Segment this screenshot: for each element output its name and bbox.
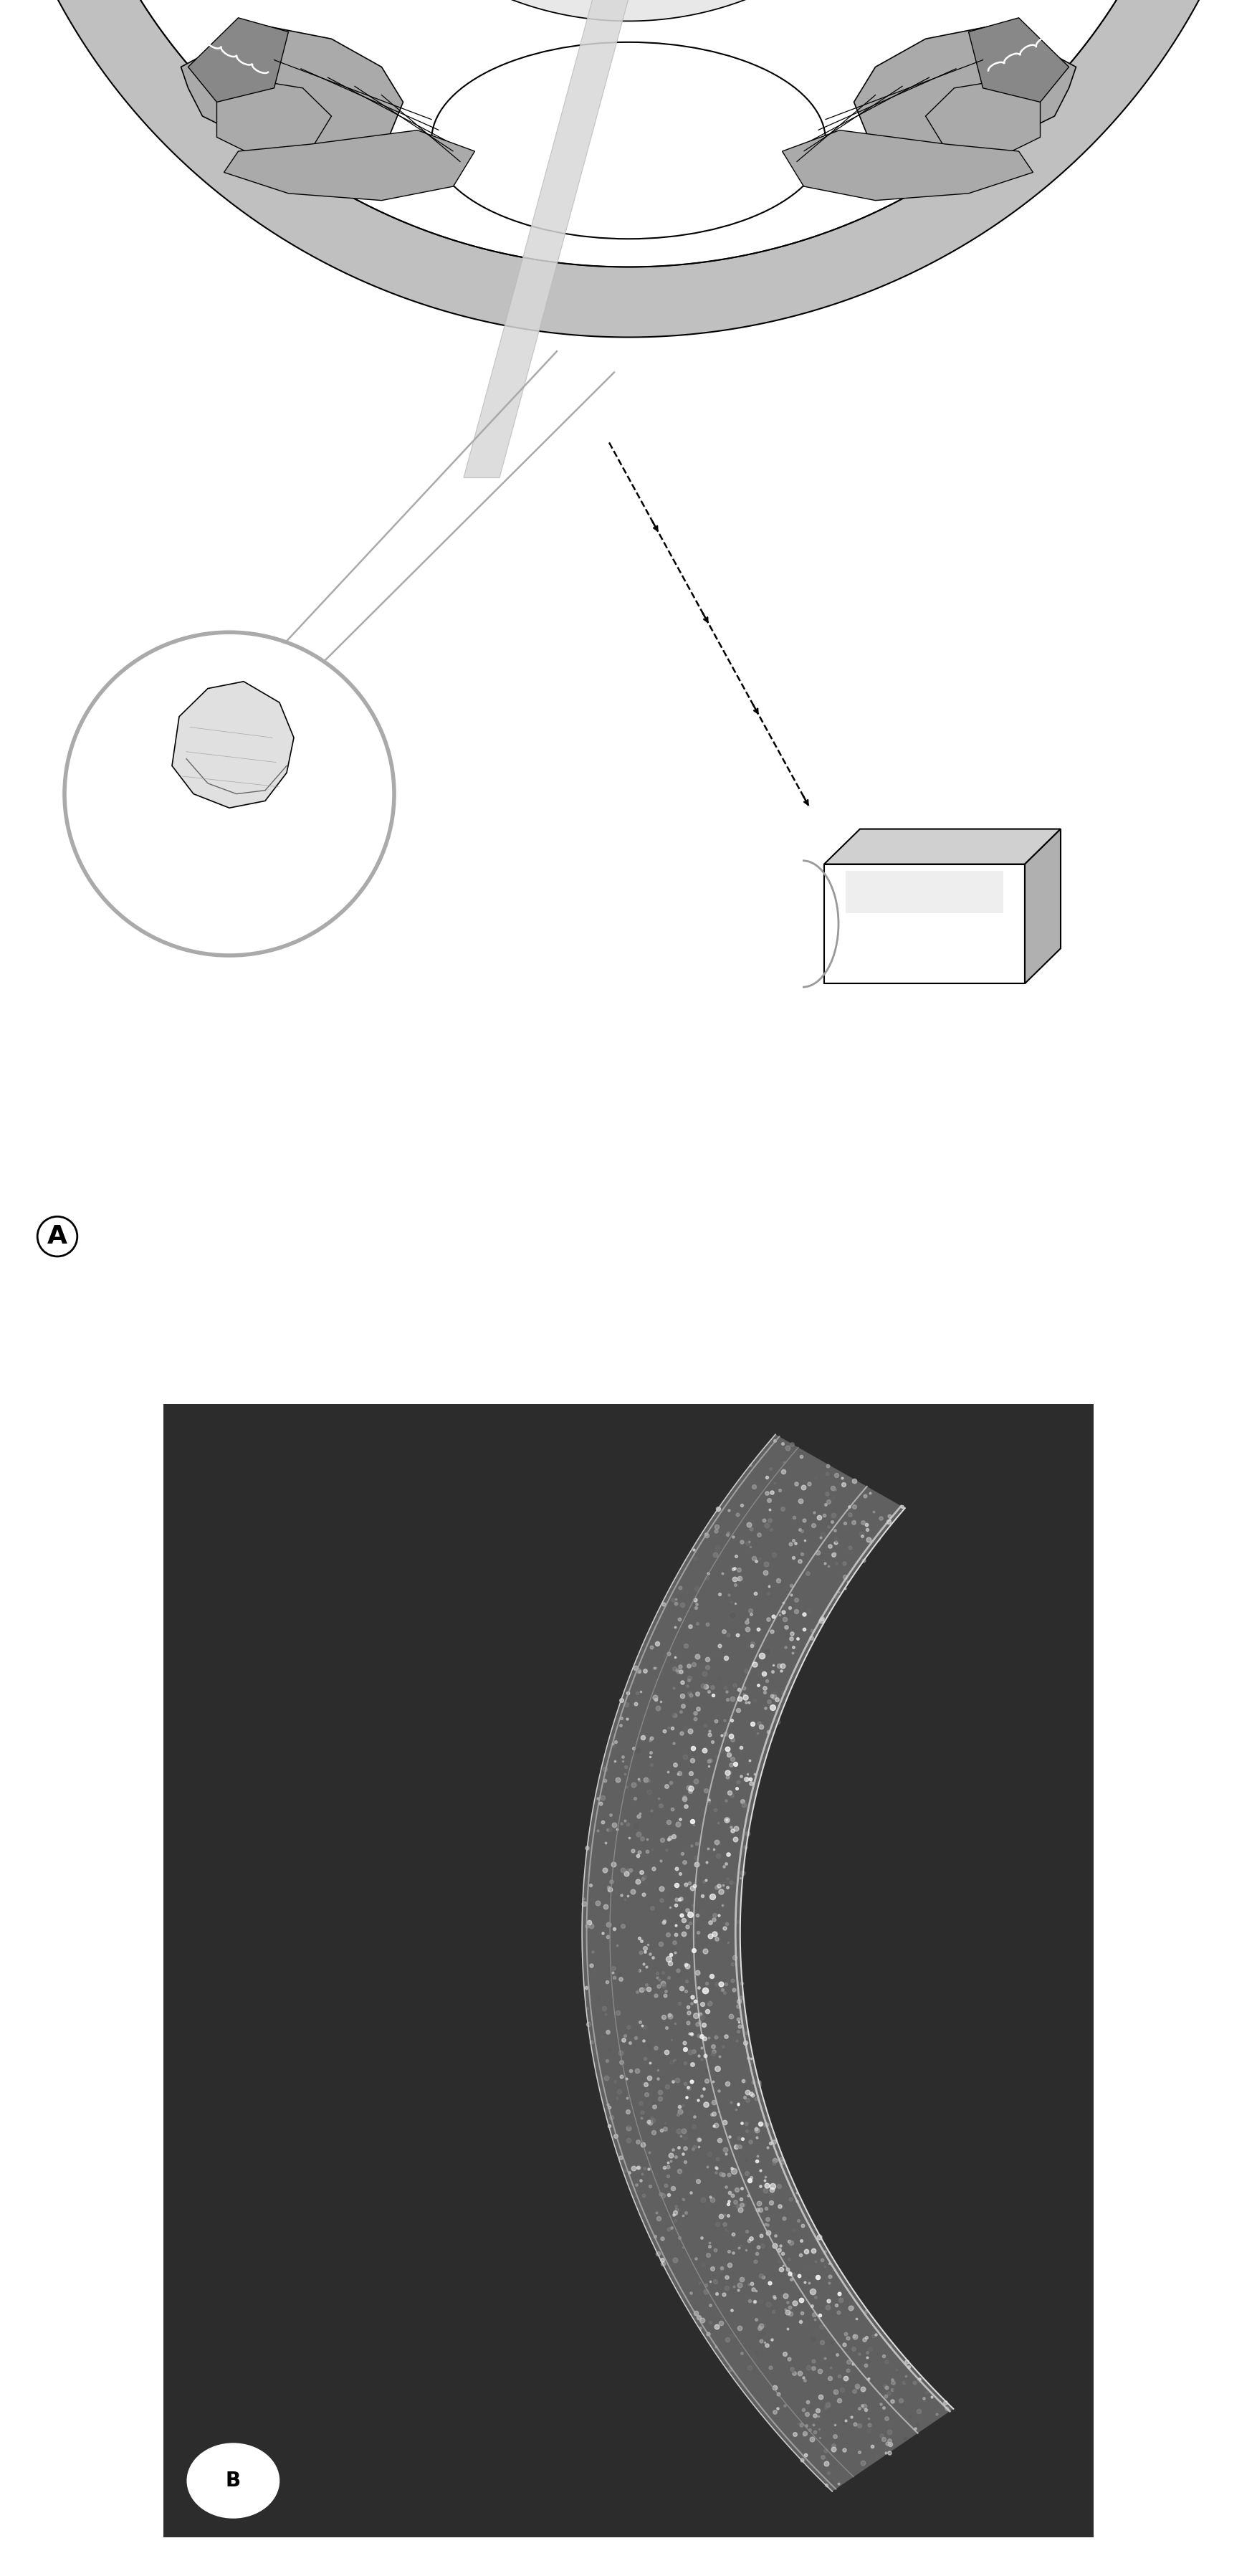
Polygon shape (172, 683, 294, 809)
Polygon shape (508, 0, 749, 21)
Ellipse shape (431, 41, 826, 240)
Polygon shape (55, 0, 1202, 268)
Circle shape (64, 631, 395, 956)
Polygon shape (464, 0, 636, 477)
Polygon shape (224, 131, 475, 201)
Text: A: A (48, 1224, 68, 1249)
Polygon shape (825, 829, 1061, 863)
Text: B: B (225, 2470, 241, 2491)
Polygon shape (925, 80, 1041, 157)
Polygon shape (216, 80, 332, 157)
Polygon shape (181, 26, 403, 152)
Polygon shape (825, 863, 1024, 984)
Polygon shape (189, 18, 288, 103)
Polygon shape (1024, 829, 1061, 984)
Polygon shape (23, 0, 1234, 337)
Polygon shape (582, 1435, 953, 2491)
Circle shape (186, 2442, 280, 2519)
Polygon shape (854, 26, 1076, 152)
Polygon shape (782, 131, 1033, 201)
Polygon shape (846, 871, 1003, 914)
Polygon shape (969, 18, 1068, 103)
